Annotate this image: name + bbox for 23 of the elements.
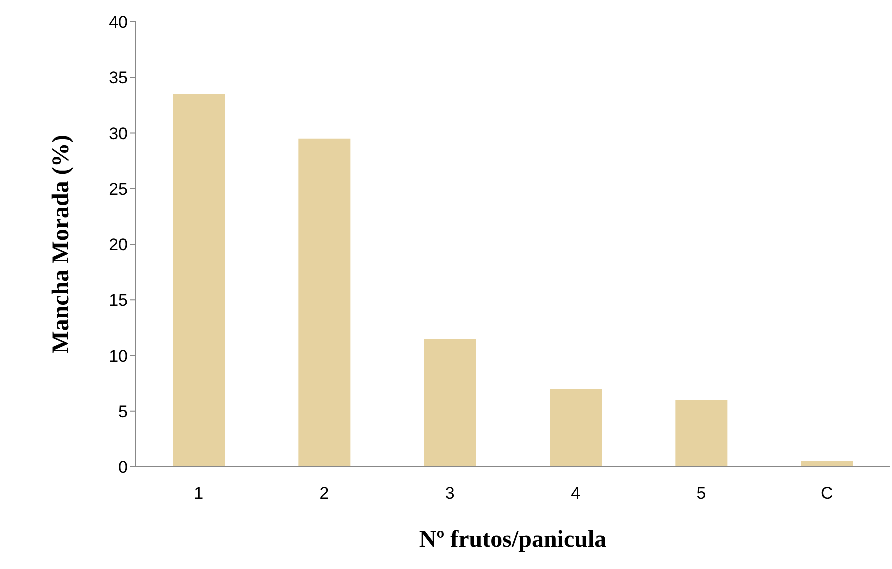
y-tick-label: 20 [109, 236, 128, 255]
bar [424, 339, 476, 467]
y-tick-label: 5 [118, 402, 128, 422]
x-tick-label: 3 [445, 484, 455, 504]
y-axis-title: Mancha Morada (%) [48, 135, 75, 354]
y-tick-label: 35 [109, 68, 128, 88]
bar [676, 400, 728, 467]
y-tick-label: 10 [109, 346, 128, 366]
bar [801, 461, 854, 467]
bar [550, 389, 602, 467]
y-tick-label: 0 [118, 458, 128, 478]
x-tick-label: 1 [194, 484, 204, 504]
x-tick-label: 2 [320, 484, 330, 504]
bar [298, 138, 351, 467]
y-tick-label: 30 [109, 124, 128, 144]
y-tick-label: 25 [109, 180, 128, 199]
x-axis-title: Nº frutos/panicula [419, 527, 607, 553]
y-tick-label: 15 [109, 291, 128, 310]
x-tick-label: 4 [571, 484, 581, 504]
y-tick-label: 40 [109, 13, 128, 32]
bar [173, 94, 225, 467]
x-tick-label: C [821, 484, 834, 504]
x-tick-label: 5 [696, 484, 706, 504]
